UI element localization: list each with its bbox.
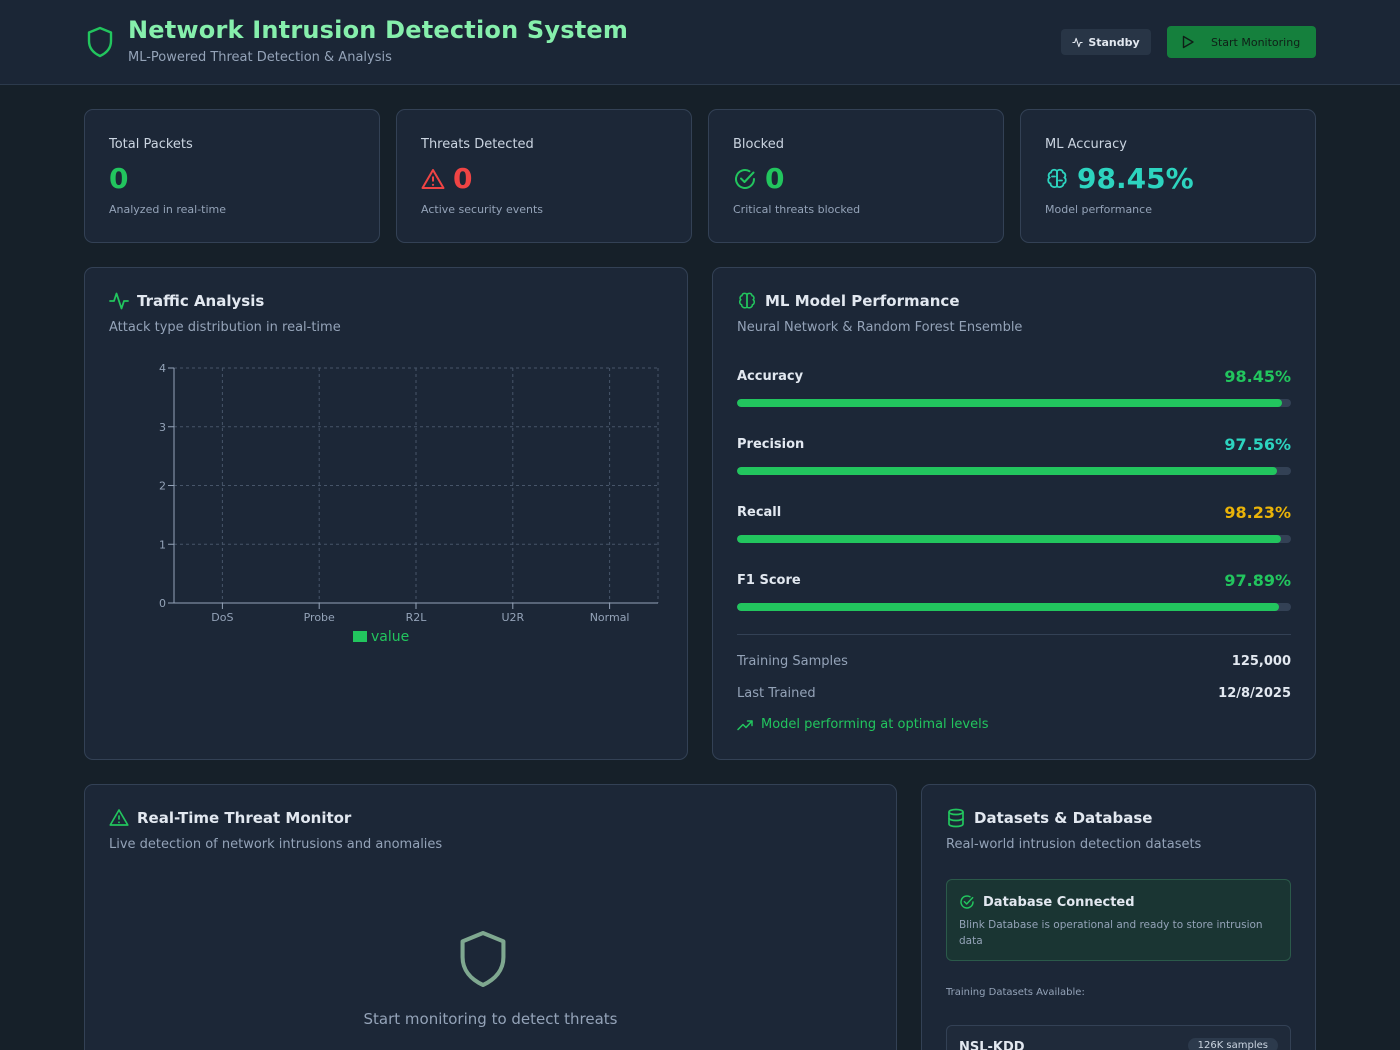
database-status-text: Blink Database is operational and ready … <box>959 919 1263 947</box>
play-icon <box>1182 35 1194 49</box>
stat-card-threats: Threats Detected 0 Active security event… <box>396 109 692 243</box>
database-icon <box>948 808 964 828</box>
x-tick-label: Probe <box>304 611 335 624</box>
shield-icon <box>87 26 113 58</box>
last-trained-value: 12/8/2025 <box>1218 686 1291 701</box>
empty-state-text: Start monitoring to detect threats <box>363 1010 618 1028</box>
stat-card-blocked: Blocked 0 Critical threats blocked <box>708 109 1004 243</box>
stat-value: 0 <box>765 162 785 195</box>
progress-track <box>737 399 1291 407</box>
progress-fill <box>737 535 1282 543</box>
threat-monitor-panel: Real-Time Threat Monitor Live detection … <box>84 784 897 1050</box>
progress-track <box>737 467 1291 475</box>
stat-desc: Critical threats blocked <box>733 203 861 216</box>
dataset-item[interactable]: NSL-KDD 126K samples <box>946 1025 1291 1050</box>
stat-desc: Model performance <box>1045 203 1152 216</box>
brain-icon <box>738 292 756 309</box>
stat-card-total-packets: Total Packets 0 Analyzed in real-time <box>84 109 380 243</box>
stat-desc: Active security events <box>421 203 543 216</box>
check-circle-icon <box>960 895 974 909</box>
database-status-title: Database Connected <box>983 894 1135 910</box>
start-monitoring-button[interactable]: Start Monitoring <box>1167 26 1316 58</box>
stat-label: ML Accuracy <box>1045 137 1127 152</box>
dataset-samples-badge: 126K samples <box>1187 1038 1278 1050</box>
metric-value: 98.45% <box>1224 367 1291 386</box>
stat-value: 0 <box>109 162 129 195</box>
brain-icon <box>1047 168 1067 188</box>
x-tick-label: U2R <box>501 611 524 624</box>
app-header: Network Intrusion Detection System ML-Po… <box>0 0 1400 85</box>
info-label: Training Samples <box>737 654 848 669</box>
panel-title: Datasets & Database <box>974 809 1153 827</box>
metric-label: Recall <box>737 505 782 520</box>
shield-icon <box>460 930 506 988</box>
database-status-box: Database Connected Blink Database is ope… <box>946 879 1291 961</box>
metric-label: Accuracy <box>737 369 804 384</box>
alert-triangle-icon <box>109 809 129 826</box>
alert-triangle-icon <box>421 168 445 189</box>
datasets-panel: Datasets & Database Real-world intrusion… <box>921 784 1316 1050</box>
stat-label: Total Packets <box>109 137 193 152</box>
divider <box>737 634 1291 635</box>
progress-fill <box>737 399 1283 407</box>
y-tick-label: 0 <box>159 597 166 610</box>
progress-track <box>737 535 1291 543</box>
x-tick-label: Normal <box>590 611 630 624</box>
start-monitoring-label: Start Monitoring <box>1211 35 1301 49</box>
model-status-text: Model performing at optimal levels <box>761 717 989 732</box>
check-circle-icon <box>735 168 755 189</box>
status-badge: Standby <box>1061 29 1151 55</box>
model-status-note: Model performing at optimal levels <box>737 717 988 732</box>
panel-subtitle: Real-world intrusion detection datasets <box>946 837 1202 852</box>
legend-swatch <box>353 631 367 642</box>
app-title: Network Intrusion Detection System <box>128 16 629 44</box>
progress-fill <box>737 603 1280 611</box>
metric-label: F1 Score <box>737 573 801 588</box>
metric-value: 98.23% <box>1224 503 1291 522</box>
stat-value: 98.45% <box>1077 162 1194 195</box>
ml-performance-panel: ML Model Performance Neural Network & Ra… <box>712 267 1316 760</box>
y-tick-label: 3 <box>159 421 166 434</box>
panel-subtitle: Neural Network & Random Forest Ensemble <box>737 320 1023 335</box>
x-tick-label: DoS <box>211 611 233 624</box>
panel-title: ML Model Performance <box>765 292 960 310</box>
stat-desc: Analyzed in real-time <box>109 203 227 216</box>
progress-track <box>737 603 1291 611</box>
metric-value: 97.56% <box>1224 435 1291 454</box>
trending-up-icon <box>737 719 753 730</box>
datasets-available-label: Training Datasets Available: <box>946 987 1085 998</box>
activity-icon <box>1072 37 1083 47</box>
panel-subtitle: Live detection of network intrusions and… <box>109 837 443 852</box>
panel-title: Traffic Analysis <box>137 292 265 310</box>
panel-subtitle: Attack type distribution in real-time <box>109 320 341 335</box>
progress-fill <box>737 467 1278 475</box>
dataset-name: NSL-KDD <box>959 1040 1025 1050</box>
info-label: Last Trained <box>737 686 816 701</box>
y-tick-label: 4 <box>159 362 166 375</box>
stat-label: Blocked <box>733 137 784 152</box>
metric-value: 97.89% <box>1224 571 1291 590</box>
stat-label: Threats Detected <box>421 137 534 152</box>
training-samples-value: 125,000 <box>1231 654 1291 669</box>
panel-title: Real-Time Threat Monitor <box>137 808 352 827</box>
stat-card-ml-accuracy: ML Accuracy 98.45% Model performance <box>1020 109 1316 243</box>
x-tick-label: R2L <box>406 611 428 624</box>
traffic-analysis-panel: Traffic Analysis Attack type distributio… <box>84 267 688 760</box>
y-tick-label: 2 <box>159 480 166 493</box>
stat-value: 0 <box>453 162 473 195</box>
traffic-bar-chart: 0 1 2 3 4 DoS Probe R2L U2R Normal value <box>159 362 659 645</box>
app-subtitle: ML-Powered Threat Detection & Analysis <box>128 50 392 65</box>
activity-icon <box>109 292 129 310</box>
legend-label: value <box>371 629 409 645</box>
y-tick-label: 1 <box>159 538 166 551</box>
metric-label: Precision <box>737 437 805 452</box>
status-label: Standby <box>1088 35 1140 49</box>
